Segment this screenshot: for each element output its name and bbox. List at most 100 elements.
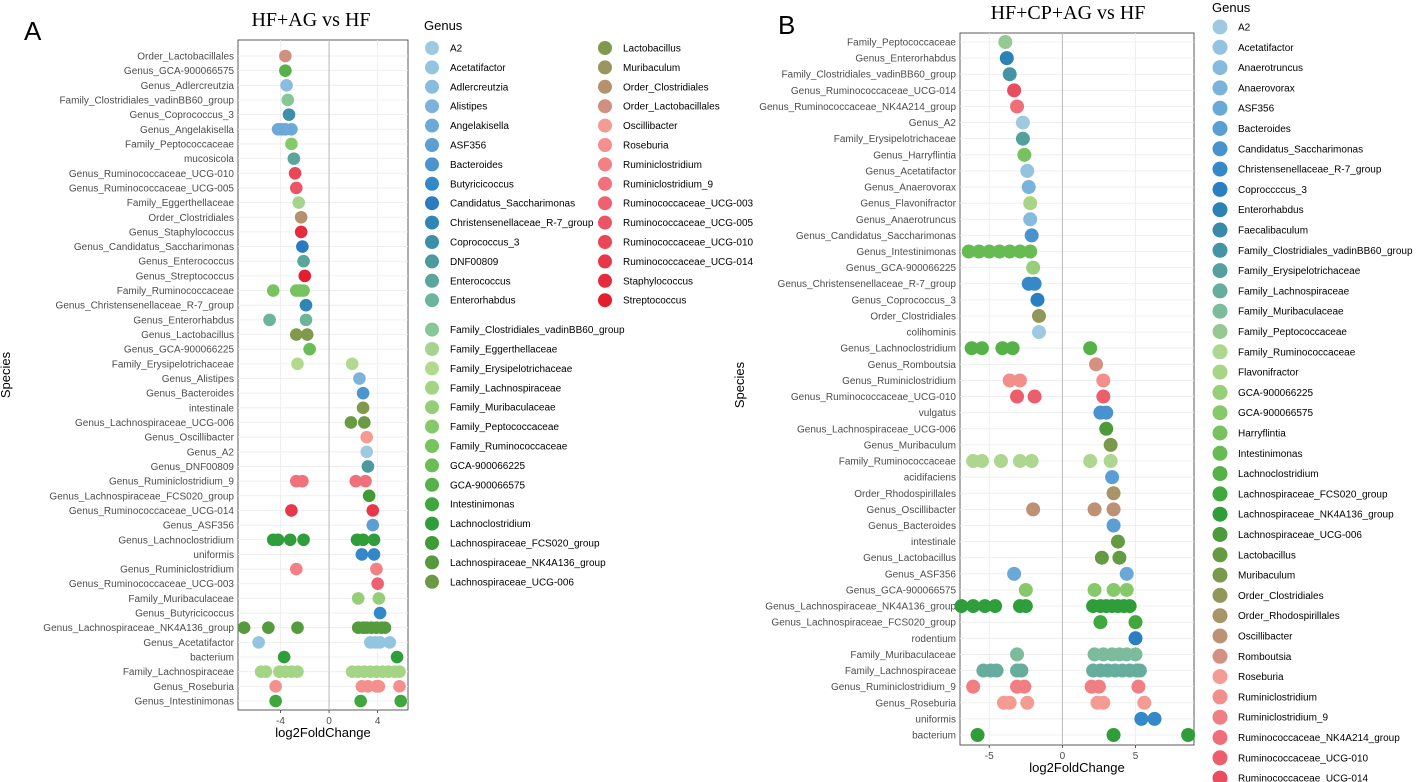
y-tick-label: Genus_GCA-900066575 xyxy=(846,585,957,596)
legend-label: Ruminiclostridium_9 xyxy=(623,179,713,190)
y-tick-label: Genus_Harryflintia xyxy=(873,150,956,161)
legend-label: Oscillibacter xyxy=(623,121,678,132)
legend-label: GCA-900066575 xyxy=(450,480,525,491)
legend-key xyxy=(425,273,439,288)
legend-key xyxy=(1212,202,1228,218)
data-point xyxy=(1106,486,1121,501)
data-point xyxy=(277,650,291,664)
y-tick-label: Family_Ruminococcaceae xyxy=(117,286,235,297)
y-tick-label: Genus_Ruminococcaceae_NK4A214_group xyxy=(759,102,956,113)
y-tick-label: Genus_Ruminococcaceae_UCG-010 xyxy=(69,169,235,180)
panel-b-grid xyxy=(960,33,1194,745)
legend-key xyxy=(1212,141,1228,157)
y-tick-label: Family_Lachnospiraceae xyxy=(845,666,957,677)
legend-key xyxy=(598,254,612,269)
legend-label: Ruminococcaceae_UCG-014 xyxy=(623,257,754,268)
legend-key xyxy=(425,176,439,191)
legend-key xyxy=(1212,384,1228,400)
panel-a-legend: A2 Acetatifactor Adlercreutzia Alistipes Ang… xyxy=(425,41,754,589)
data-point xyxy=(356,386,370,400)
y-tick-label: Genus_Enterococcus xyxy=(138,257,234,268)
legend-label: Muribaculum xyxy=(1238,571,1295,582)
legend-label: Butyricicoccus xyxy=(450,179,514,190)
legend-label: Ruminiclostridium xyxy=(1238,692,1317,703)
legend-label: Roseburia xyxy=(1238,672,1284,683)
data-point xyxy=(1010,389,1025,404)
panel-a-x-tick-labels: -4 0 4 xyxy=(276,710,381,727)
data-point xyxy=(970,728,985,742)
y-tick-label: Genus_Anaerotruncus xyxy=(856,215,956,226)
data-point xyxy=(1110,534,1125,549)
data-point xyxy=(1181,728,1196,742)
data-point xyxy=(964,341,979,356)
legend-label: Family_Peptococcaceae xyxy=(1238,327,1347,338)
data-point xyxy=(362,489,376,503)
data-point xyxy=(1099,421,1114,436)
data-point xyxy=(1134,711,1149,726)
data-point xyxy=(1020,695,1035,710)
legend-label: Family_Ruminococcaceae xyxy=(1238,347,1356,358)
legend-key xyxy=(1212,527,1228,542)
legend-key xyxy=(1212,567,1228,583)
data-point xyxy=(279,49,292,63)
y-tick-label: Genus_Adlercreutzia xyxy=(141,81,235,92)
legend-key xyxy=(1212,425,1228,441)
y-tick-label: Genus_Lachnospiraceae_FCS020_group xyxy=(49,491,234,502)
legend-label: Lachnoclostridium xyxy=(450,519,531,530)
y-tick-label: Genus_Coprococcus_3 xyxy=(129,110,234,121)
legend-key xyxy=(425,458,439,473)
legend-label: Lachnospiraceae_NK4A136_group xyxy=(450,558,606,569)
legend-key xyxy=(1212,80,1228,96)
data-point xyxy=(1137,695,1152,710)
legend-key xyxy=(425,477,439,492)
panel-a-label: A xyxy=(24,16,42,46)
panel-a-y-axis-title: Species xyxy=(0,351,13,398)
data-point xyxy=(291,357,304,371)
legend-label: Faecalibaculum xyxy=(1238,226,1308,237)
x-tick-label: -5 xyxy=(985,751,994,762)
data-point xyxy=(993,454,1008,469)
legend-key xyxy=(425,361,439,376)
panel-b-x-axis-title: log2FoldChange xyxy=(1029,760,1124,775)
legend-label: GCA-900066575 xyxy=(1238,408,1313,419)
data-point xyxy=(367,533,381,547)
legend-label: Streptococcus xyxy=(623,296,686,307)
data-point xyxy=(1005,341,1020,356)
data-point xyxy=(1024,454,1039,469)
y-tick-label: intestinale xyxy=(911,537,956,548)
legend-key xyxy=(425,536,439,550)
y-tick-label: Family_Erysipelotrichaceae xyxy=(112,359,235,370)
panel-b-legend: A2 Acetatifactor Anaerotruncus Anaerovorax A… xyxy=(1212,19,1413,782)
data-point xyxy=(1026,502,1041,517)
y-tick-label: Genus_Coprococcus_3 xyxy=(851,295,956,306)
y-tick-label: Genus_Acetatifactor xyxy=(143,638,234,649)
y-tick-label: Genus_A2 xyxy=(187,447,235,458)
legend-key xyxy=(1212,770,1228,782)
data-point xyxy=(1002,373,1017,388)
legend-key xyxy=(598,157,612,172)
legend-label: Anaerotruncus xyxy=(1238,63,1303,74)
legend-label: Family_Eggerthellaceae xyxy=(450,345,558,356)
legend-key xyxy=(1212,445,1228,461)
legend-key xyxy=(1212,506,1228,522)
data-point xyxy=(1023,196,1038,211)
y-tick-label: Family_Peptococcaceae xyxy=(125,139,234,150)
data-point xyxy=(367,548,381,561)
legend-key xyxy=(1212,730,1228,745)
legend-label: Order_Clostridiales xyxy=(1238,591,1324,602)
legend-label: Ruminiclostridium xyxy=(623,160,702,171)
legend-key xyxy=(425,400,439,415)
data-point xyxy=(279,64,292,77)
x-tick-label: 0 xyxy=(1060,751,1066,762)
y-tick-label: Genus_DNF00809 xyxy=(151,462,235,473)
data-point xyxy=(1091,679,1106,694)
data-point xyxy=(294,210,308,224)
data-point xyxy=(297,254,310,268)
data-point xyxy=(1132,663,1147,678)
y-tick-label: Family_Erysipelotrichaceae xyxy=(834,134,957,145)
legend-label: Family_Muribaculaceae xyxy=(1238,307,1344,318)
data-point xyxy=(1027,389,1042,404)
legend-label: Muribaculum xyxy=(623,63,680,74)
legend-label: Bacteroides xyxy=(1238,124,1291,135)
panel-b-points xyxy=(954,35,1196,742)
